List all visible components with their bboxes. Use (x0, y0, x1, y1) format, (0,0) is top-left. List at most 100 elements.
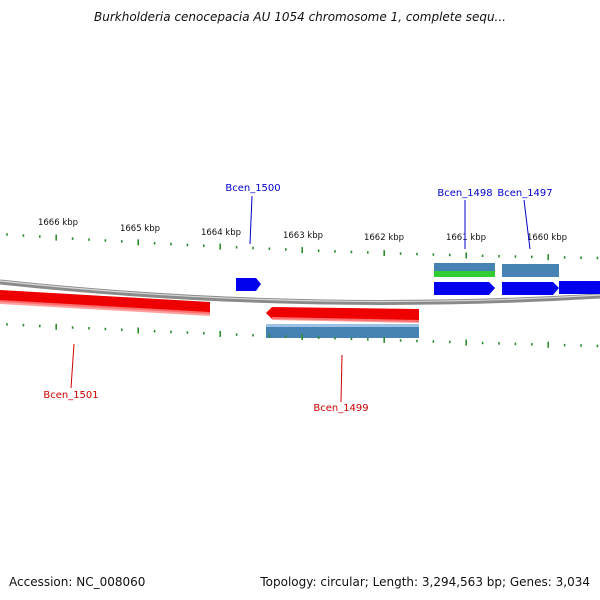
scale-label: 1665 kbp (120, 224, 160, 234)
minor-tick (153, 241, 156, 245)
genome-summary: Topology: circular; Length: 3,294,563 bp… (260, 575, 590, 589)
gene-bcen-1497[interactable] (502, 264, 559, 277)
gene-bcen-1499[interactable] (266, 324, 419, 338)
scale-label: 1662 kbp (364, 233, 404, 243)
minor-tick (317, 336, 320, 339)
minor-tick (153, 329, 156, 333)
major-tick (383, 250, 385, 257)
minor-tick (203, 332, 205, 335)
minor-tick (186, 331, 189, 334)
cds-adjacent-forward[interactable] (559, 281, 600, 294)
minor-tick (104, 327, 107, 331)
minor-tick (481, 254, 484, 258)
cds-bcen-1498-forward[interactable] (434, 282, 495, 295)
major-tick (301, 247, 303, 254)
minor-tick (170, 242, 172, 246)
callout-line (70, 343, 75, 389)
minor-tick (252, 333, 254, 337)
minor-tick (39, 324, 41, 328)
minor-tick (235, 246, 238, 249)
major-tick (383, 336, 385, 343)
major-tick (547, 341, 549, 348)
major-tick (301, 334, 303, 341)
gene-label-bcen-1497[interactable]: Bcen_1497 (497, 188, 552, 199)
gene-label-bcen-1501[interactable]: Bcen_1501 (43, 390, 98, 401)
minor-tick (416, 339, 418, 343)
minor-tick (596, 344, 599, 348)
major-tick (55, 234, 57, 241)
minor-tick (235, 333, 238, 336)
minor-tick (88, 327, 90, 330)
minor-tick (104, 239, 107, 242)
scale-label: 1661 kbp (446, 233, 486, 243)
minor-tick (432, 253, 435, 256)
minor-tick (22, 234, 25, 237)
minor-tick (449, 253, 451, 257)
scale-label: 1663 kbp (283, 231, 323, 241)
minor-tick (317, 249, 320, 252)
minor-tick (350, 250, 353, 254)
minor-tick (449, 340, 451, 344)
major-tick (219, 330, 221, 337)
cds-bcen-1501-reverse-shade (0, 300, 210, 316)
genome-title: Burkholderia cenocepacia AU 1054 chromos… (94, 10, 506, 24)
minor-tick (334, 250, 336, 253)
scale-label: 1664 kbp (201, 228, 241, 238)
minor-tick (6, 323, 8, 326)
callout-line (249, 195, 253, 245)
minor-tick (563, 343, 566, 347)
cds-bcen-1500-forward[interactable] (236, 278, 261, 291)
minor-tick (22, 323, 25, 327)
minor-tick (350, 337, 353, 341)
minor-tick (531, 255, 533, 259)
major-tick (547, 254, 549, 261)
minor-tick (203, 244, 205, 247)
gene-callouts: Bcen_1500 Bcen_1498 Bcen_1497 Bcen_1501 Bcen… (43, 183, 552, 414)
scale-label: 1660 kbp (527, 233, 567, 243)
gene-label-bcen-1500[interactable]: Bcen_1500 (225, 183, 280, 194)
minor-tick (531, 343, 533, 346)
major-tick (219, 243, 221, 250)
minor-tick (71, 237, 74, 240)
major-tick (137, 239, 139, 246)
major-tick (55, 323, 57, 330)
scale-ticks-upper (6, 233, 599, 261)
minor-tick (563, 256, 566, 259)
minor-tick (268, 247, 271, 250)
minor-tick (367, 251, 369, 254)
minor-tick (399, 252, 402, 255)
chromosome-backbone-highlight (0, 280, 600, 303)
minor-tick (71, 326, 74, 329)
minor-tick (514, 255, 517, 258)
minor-tick (268, 334, 271, 338)
minor-tick (481, 341, 484, 345)
minor-tick (170, 330, 172, 334)
minor-tick (285, 335, 287, 338)
minor-tick (399, 339, 402, 342)
minor-tick (88, 238, 90, 241)
cds-bcen-1497-forward[interactable] (502, 282, 559, 295)
gene-label-bcen-1499[interactable]: Bcen_1499 (313, 403, 368, 414)
major-tick (137, 327, 139, 334)
chromosome-backbone (0, 279, 600, 305)
minor-tick (285, 248, 287, 251)
gene-label-bcen-1498[interactable]: Bcen_1498 (437, 188, 492, 199)
minor-tick (252, 246, 254, 250)
cds-bcen-1501-reverse[interactable] (0, 290, 210, 314)
minor-tick (39, 235, 41, 238)
scale-ticks-lower (6, 323, 599, 348)
minor-tick (334, 337, 336, 340)
major-tick (465, 339, 467, 346)
minor-tick (367, 338, 369, 341)
minor-tick (498, 254, 500, 258)
scale-labels: 1666 kbp 1665 kbp 1664 kbp 1663 kbp 1662 kbp… (38, 218, 567, 243)
major-tick (465, 252, 467, 259)
cds-bcen-1499-reverse-shade (272, 317, 419, 323)
minor-tick (432, 340, 435, 343)
gene-bcen-1498[interactable] (434, 263, 495, 272)
minor-tick (121, 328, 123, 332)
minor-tick (6, 233, 8, 236)
rna-feature-bcen-1498[interactable] (434, 271, 495, 277)
